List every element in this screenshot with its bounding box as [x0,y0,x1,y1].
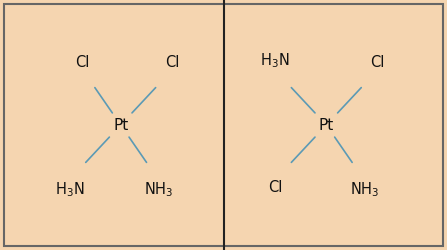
Text: Cl: Cl [371,55,385,70]
Text: Cl: Cl [268,180,282,195]
Text: H$_3$N: H$_3$N [260,51,290,70]
Text: NH$_3$: NH$_3$ [350,180,379,199]
Text: Cl: Cl [165,55,179,70]
Text: Cl: Cl [76,55,90,70]
Text: H$_3$N: H$_3$N [55,180,84,199]
Text: Pt: Pt [113,118,128,132]
Text: NH$_3$: NH$_3$ [144,180,173,199]
Text: Pt: Pt [319,118,334,132]
